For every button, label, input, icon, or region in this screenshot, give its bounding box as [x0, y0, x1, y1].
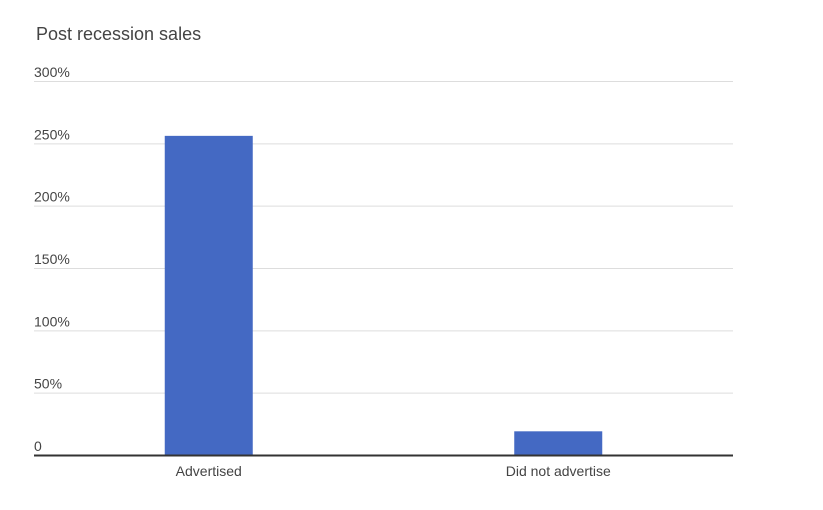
- x-axis-tick-labels: Advertised Did not advertise: [176, 463, 611, 479]
- y-tick-label: 250%: [34, 126, 70, 142]
- x-tick-label: Advertised: [176, 463, 242, 479]
- y-tick-label: 200%: [34, 189, 70, 205]
- x-tick-label: Did not advertise: [506, 463, 611, 479]
- gridlines: [34, 81, 733, 394]
- y-tick-label: 0: [34, 438, 42, 454]
- y-tick-label: 300%: [34, 64, 70, 80]
- chart-title: Post recession sales: [36, 24, 202, 44]
- y-tick-label: 150%: [34, 251, 70, 267]
- y-tick-label: 100%: [34, 313, 70, 329]
- bar: [164, 135, 253, 455]
- bars: [164, 135, 603, 455]
- bar: [514, 431, 603, 455]
- y-axis-tick-labels: 0 50% 100% 150% 200% 250% 300%: [34, 64, 70, 454]
- y-tick-label: 50%: [34, 376, 62, 392]
